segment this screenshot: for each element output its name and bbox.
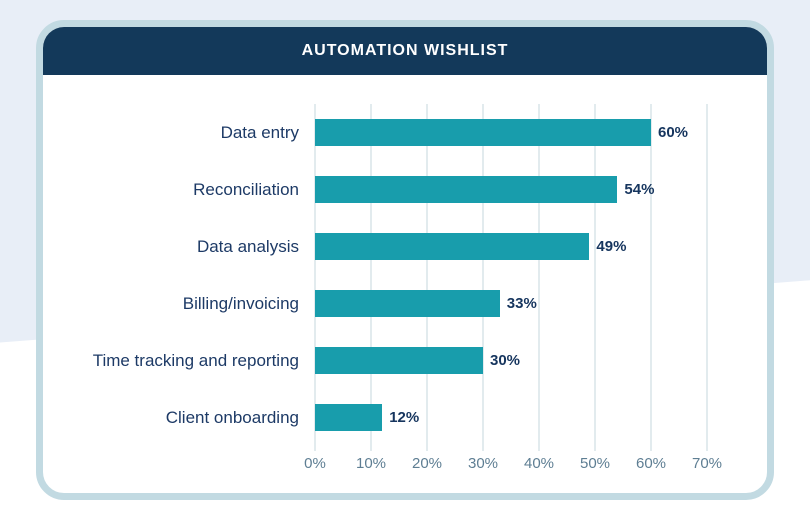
bar bbox=[315, 347, 483, 374]
category-label: Billing/invoicing bbox=[182, 293, 299, 313]
gridline bbox=[370, 104, 372, 451]
row-plot: 30% bbox=[315, 332, 707, 389]
x-axis-tick: 50% bbox=[579, 455, 611, 472]
chart-header: AUTOMATION WISHLIST bbox=[43, 27, 767, 75]
x-axis-tick: 0% bbox=[304, 455, 326, 472]
bar-value-label: 60% bbox=[658, 124, 689, 141]
bar-value-label: 33% bbox=[506, 295, 537, 312]
x-axis-tick: 60% bbox=[635, 455, 667, 472]
row-plot: 49% bbox=[315, 218, 707, 275]
chart-card: AUTOMATION WISHLIST Data entry 60% Reconci… bbox=[36, 20, 774, 500]
bar-rows: Data entry 60% Reconciliation 54% Data analy… bbox=[43, 104, 767, 446]
bar bbox=[315, 404, 383, 431]
chart-row: Client onboarding 12% bbox=[43, 389, 767, 446]
gridline bbox=[482, 104, 484, 451]
category-label: Reconciliation bbox=[193, 179, 299, 199]
gridline bbox=[650, 104, 652, 451]
gridline bbox=[426, 104, 428, 451]
bar bbox=[315, 233, 590, 260]
row-plot: 54% bbox=[315, 161, 707, 218]
gridline bbox=[706, 104, 708, 451]
bar bbox=[315, 176, 618, 203]
chart-row: Billing/invoicing 33% bbox=[43, 275, 767, 332]
row-plot: 33% bbox=[315, 275, 707, 332]
chart-title: AUTOMATION WISHLIST bbox=[301, 42, 509, 59]
chart-row: Data entry 60% bbox=[43, 104, 767, 161]
bar bbox=[315, 119, 651, 146]
category-label: Client onboarding bbox=[165, 407, 299, 427]
chart-row: Time tracking and reporting 30% bbox=[43, 332, 767, 389]
gridline bbox=[314, 104, 316, 451]
bar-value-label: 12% bbox=[389, 409, 420, 426]
chart-row: Reconciliation 54% bbox=[43, 161, 767, 218]
x-axis-tick: 10% bbox=[355, 455, 387, 472]
row-plot: 60% bbox=[315, 104, 707, 161]
bar-value-label: 30% bbox=[490, 352, 521, 369]
bar-value-label: 49% bbox=[596, 238, 627, 255]
x-axis-tick: 20% bbox=[411, 455, 443, 472]
x-axis: 0% 10% 20% 30% 40% 50% 60% 70% bbox=[304, 446, 722, 478]
x-axis-tick: 40% bbox=[523, 455, 555, 472]
bar-value-label: 54% bbox=[624, 181, 655, 198]
chart-row: Data analysis 49% bbox=[43, 218, 767, 275]
category-label: Data entry bbox=[220, 122, 299, 142]
x-axis-tick: 30% bbox=[467, 455, 499, 472]
gridline bbox=[538, 104, 540, 451]
category-label: Data analysis bbox=[196, 236, 299, 256]
gridlines bbox=[314, 104, 708, 451]
x-axis-tick: 70% bbox=[691, 455, 723, 472]
bar bbox=[315, 290, 500, 317]
row-plot: 12% bbox=[315, 389, 707, 446]
gridline bbox=[594, 104, 596, 451]
bar-chart: Data entry 60% Reconciliation 54% Data analy… bbox=[43, 104, 767, 451]
category-label: Time tracking and reporting bbox=[92, 350, 299, 370]
